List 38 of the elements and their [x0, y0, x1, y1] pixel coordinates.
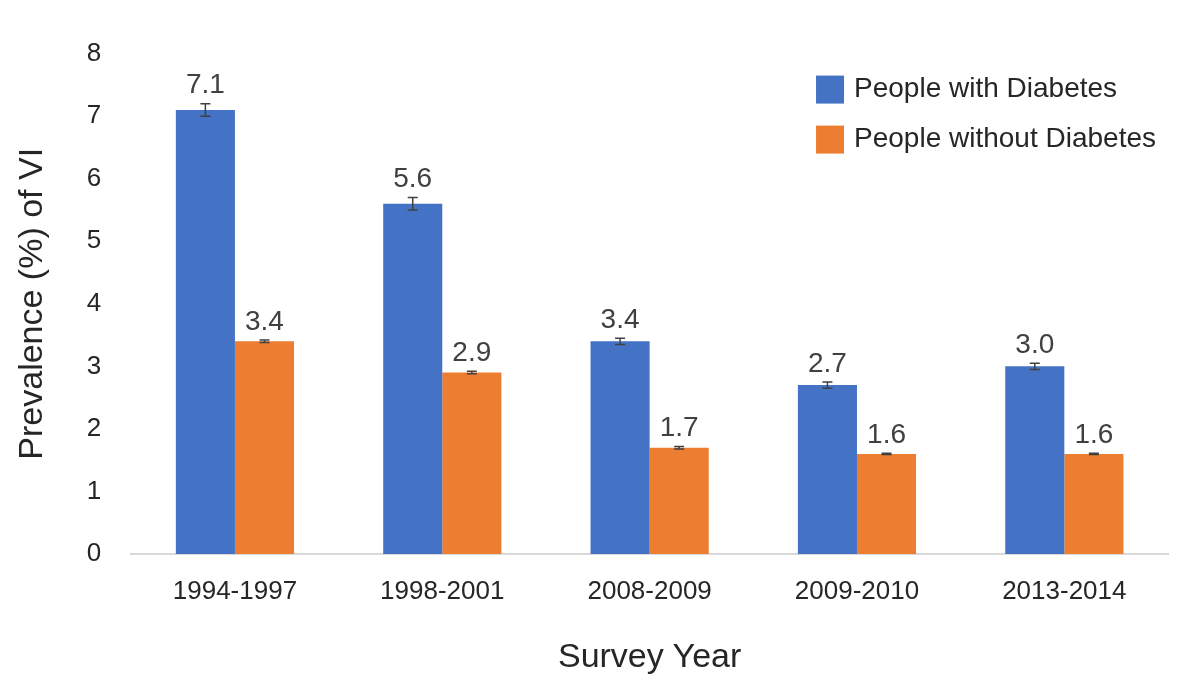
y-axis-title: Prevalence (%) of VI	[10, 147, 49, 460]
y-tick-label: 5	[86, 224, 102, 255]
bar	[649, 447, 709, 554]
legend-label: People without Diabetes	[854, 122, 1157, 154]
bar	[797, 385, 857, 554]
data-label: 3.4	[245, 304, 284, 336]
x-tick-label: 2013-2014	[1002, 574, 1127, 605]
data-label: 1.6	[1074, 418, 1114, 450]
bar	[590, 341, 650, 554]
y-tick-label: 2	[86, 412, 102, 443]
bar	[442, 372, 502, 554]
x-tick-label: 2009-2010	[794, 574, 920, 605]
data-label: 1.6	[867, 418, 906, 450]
data-label: 3.4	[600, 302, 640, 334]
y-tick-label: 0	[86, 537, 102, 568]
legend-label: People with Diabetes	[854, 72, 1118, 104]
x-tick-label: 1998-2001	[380, 574, 505, 605]
x-tick-label: 1994-1997	[172, 574, 298, 605]
data-label: 5.6	[393, 162, 433, 194]
bar	[1005, 366, 1065, 554]
y-tick-label: 8	[86, 36, 102, 67]
data-label: 7.1	[185, 68, 225, 100]
data-label: 3.0	[1015, 327, 1055, 359]
bar	[1064, 453, 1124, 554]
x-tick-label: 2008-2009	[587, 574, 712, 605]
y-tick-label: 1	[86, 474, 102, 505]
data-label: 1.7	[659, 411, 699, 443]
y-tick-label: 4	[86, 286, 102, 317]
data-label: 2.9	[452, 336, 492, 368]
bar	[234, 341, 295, 554]
y-tick-label: 3	[86, 349, 102, 380]
x-axis-title: Survey Year	[557, 635, 742, 674]
bar	[383, 203, 443, 554]
y-tick-label: 6	[86, 161, 102, 192]
bar	[175, 109, 235, 554]
y-tick-label: 7	[86, 99, 102, 130]
data-label: 2.7	[807, 346, 847, 378]
bar	[856, 453, 917, 554]
